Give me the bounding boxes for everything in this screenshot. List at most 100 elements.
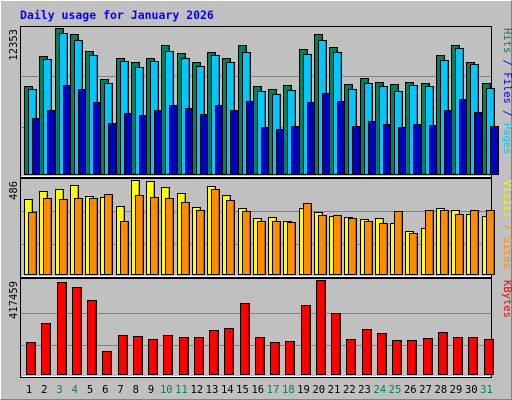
day-label-2: 2 (41, 384, 47, 396)
bar-kbytes-kbytes-day-19 (301, 305, 311, 375)
day-label-31: 31 (480, 384, 493, 396)
bar-kbytes-kbytes-day-3 (57, 282, 67, 375)
bar-visits-sites-day-29 (455, 214, 464, 275)
bar-visits-sites-day-30 (470, 210, 479, 275)
bar-kbytes-kbytes-day-1 (26, 342, 36, 375)
bar-kbytes-kbytes-day-27 (423, 338, 433, 375)
bar-kbytes-kbytes-day-10 (163, 335, 173, 375)
day-label-3: 3 (56, 384, 62, 396)
bar-kbytes-kbytes-day-23 (362, 329, 372, 375)
series-legend-visits: Visits / Sites (501, 180, 512, 269)
bar-kbytes-kbytes-day-7 (118, 335, 128, 375)
legend-part-requests-2: Files (501, 72, 512, 104)
bar-kbytes-kbytes-day-2 (41, 323, 51, 375)
legend-part-requests-3: / (501, 104, 512, 123)
day-label-25: 25 (389, 384, 402, 396)
day-label-24: 24 (373, 384, 386, 396)
bar-visits-sites-day-13 (211, 189, 220, 275)
bar-kbytes-kbytes-day-25 (392, 340, 402, 375)
day-label-9: 9 (148, 384, 154, 396)
day-label-16: 16 (251, 384, 264, 396)
bar-visits-sites-day-17 (272, 221, 281, 275)
day-label-19: 19 (297, 384, 310, 396)
day-label-8: 8 (133, 384, 139, 396)
bar-visits-sites-day-31 (486, 210, 495, 275)
chart-title: Daily usage for January 2026 (20, 8, 214, 22)
bar-kbytes-kbytes-day-28 (438, 332, 448, 375)
bar-kbytes-kbytes-day-17 (270, 342, 280, 375)
day-label-18: 18 (282, 384, 295, 396)
bar-kbytes-kbytes-day-26 (407, 340, 417, 375)
bar-visits-sites-day-8 (135, 195, 144, 275)
bar-visits-sites-day-27 (425, 210, 434, 275)
bar-kbytes-kbytes-day-8 (133, 336, 143, 375)
bar-visits-sites-day-24 (379, 223, 388, 275)
day-label-10: 10 (160, 384, 173, 396)
bar-visits-sites-day-18 (287, 222, 296, 275)
day-label-4: 4 (72, 384, 78, 396)
day-label-15: 15 (236, 384, 249, 396)
day-label-23: 23 (358, 384, 371, 396)
bar-kbytes-kbytes-day-14 (224, 328, 234, 375)
bar-kbytes-kbytes-day-18 (285, 341, 295, 375)
bar-visits-sites-day-28 (440, 210, 449, 275)
bar-visits-sites-day-5 (89, 198, 98, 275)
legend-part-visits-1: / (501, 218, 512, 237)
bar-kbytes-kbytes-day-20 (316, 280, 326, 375)
ymax-label-visits: 486 (8, 181, 20, 200)
day-label-14: 14 (221, 384, 234, 396)
day-label-13: 13 (206, 384, 219, 396)
bar-kbytes-kbytes-day-22 (346, 339, 356, 375)
bar-kbytes-kbytes-day-16 (255, 337, 265, 375)
bar-visits-sites-day-7 (120, 221, 129, 275)
bar-visits-sites-day-14 (226, 200, 235, 275)
day-label-22: 22 (343, 384, 356, 396)
bar-kbytes-kbytes-day-11 (179, 337, 189, 375)
bar-visits-sites-day-26 (409, 233, 418, 275)
bar-kbytes-kbytes-day-29 (453, 337, 463, 375)
day-label-21: 21 (328, 384, 341, 396)
bar-visits-sites-day-16 (257, 221, 266, 275)
bar-kbytes-kbytes-day-4 (72, 287, 82, 375)
legend-part-requests-0: Hits (501, 28, 512, 53)
bar-visits-sites-day-23 (364, 221, 373, 275)
bar-kbytes-kbytes-day-5 (87, 300, 97, 375)
bar-kbytes-kbytes-day-12 (194, 337, 204, 375)
day-label-17: 17 (267, 384, 280, 396)
bar-kbytes-kbytes-day-6 (102, 351, 112, 375)
day-label-1: 1 (26, 384, 32, 396)
bar-requests-pages-day-31 (490, 126, 499, 175)
day-label-28: 28 (434, 384, 447, 396)
day-label-20: 20 (312, 384, 325, 396)
bar-visits-sites-day-4 (74, 198, 83, 275)
legend-part-requests-4: Pages (501, 123, 512, 155)
bar-kbytes-kbytes-day-31 (484, 339, 494, 375)
bar-visits-sites-day-12 (196, 210, 205, 275)
bar-visits-sites-day-3 (59, 199, 68, 275)
day-label-30: 30 (465, 384, 478, 396)
day-label-29: 29 (450, 384, 463, 396)
day-label-6: 6 (102, 384, 108, 396)
bar-visits-sites-day-1 (28, 212, 37, 275)
bar-visits-sites-day-22 (348, 218, 357, 275)
bar-visits-sites-day-10 (165, 198, 174, 275)
panel-requests: 12353 Hits / Files / Pages (8, 26, 512, 178)
bar-kbytes-kbytes-day-15 (240, 303, 250, 375)
legend-part-visits-0: Visits (501, 180, 512, 218)
day-label-7: 7 (117, 384, 123, 396)
bar-visits-sites-day-6 (104, 194, 113, 275)
bar-kbytes-kbytes-day-13 (209, 330, 219, 375)
bar-visits-sites-day-2 (43, 198, 52, 275)
legend-part-kbytes-0: KBytes (501, 280, 512, 318)
panel-visits: 486 Visits / Sites (8, 178, 512, 278)
day-label-11: 11 (175, 384, 188, 396)
bar-visits-sites-day-11 (181, 202, 190, 275)
bar-kbytes-kbytes-day-9 (148, 339, 158, 375)
legend-part-requests-1: / (501, 53, 512, 72)
legend-part-visits-2: Sites (501, 237, 512, 269)
bar-kbytes-kbytes-day-21 (331, 313, 341, 375)
ymax-label-requests: 12353 (8, 29, 20, 61)
bar-visits-sites-day-15 (242, 211, 251, 275)
